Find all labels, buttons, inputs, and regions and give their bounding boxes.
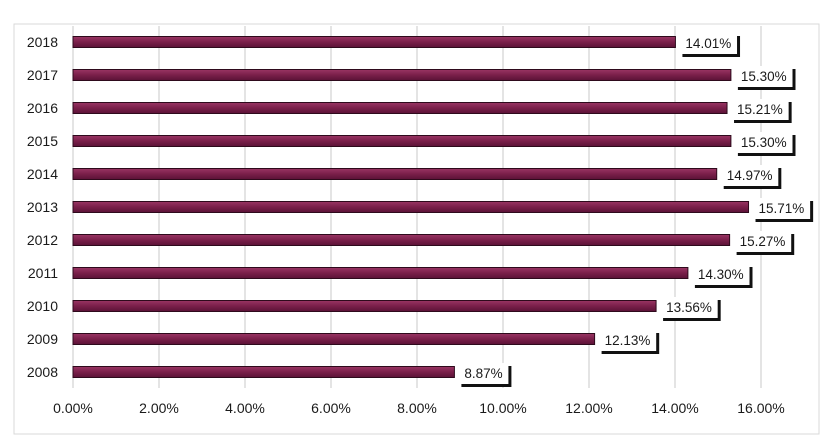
data-label-box — [720, 165, 779, 186]
bar — [72, 102, 728, 114]
data-label: 13.56% — [666, 300, 712, 315]
x-tick-label: 6.00% — [311, 400, 351, 416]
x-tick-label: 0.00% — [53, 400, 93, 416]
x-tick-label: 12.00% — [565, 400, 612, 416]
data-labels: 14.01% 15.30% 15.21% 15.30% 14.97% 15.71% 15.2… — [458, 33, 814, 387]
x-tick-label: 16.00% — [737, 400, 784, 416]
plot-border — [13, 23, 820, 435]
data-label-box — [679, 33, 738, 54]
x-tick-label: 8.00% — [397, 400, 437, 416]
bar — [72, 201, 750, 213]
data-label-box — [733, 231, 792, 252]
data-label: 15.71% — [759, 201, 805, 216]
x-tick-label: 2.00% — [139, 400, 179, 416]
data-label-box — [660, 297, 718, 318]
bar — [72, 69, 732, 81]
data-label: 15.27% — [740, 234, 786, 249]
data-label-box — [731, 99, 789, 120]
y-category-label: 2018 — [27, 34, 58, 50]
x-tick-label: 4.00% — [225, 400, 265, 416]
x-tick-label: 10.00% — [479, 400, 526, 416]
bar — [72, 300, 657, 312]
bar — [72, 168, 718, 180]
y-category-label: 2014 — [27, 166, 58, 182]
data-label: 14.01% — [685, 36, 731, 51]
y-category-label: 2015 — [27, 133, 58, 149]
y-category-label: 2012 — [27, 232, 58, 248]
y-category-label: 2017 — [27, 67, 58, 83]
x-tick-label: 14.00% — [651, 400, 698, 416]
data-label: 12.13% — [605, 333, 651, 348]
data-label: 15.21% — [737, 102, 783, 117]
data-label-box — [734, 66, 793, 87]
bar — [72, 267, 689, 279]
data-label: 15.30% — [741, 135, 787, 150]
data-label: 8.87% — [464, 366, 502, 381]
y-category-label: 2009 — [27, 331, 58, 347]
bar — [72, 366, 455, 378]
bar — [72, 333, 596, 345]
y-category-label: 2011 — [28, 265, 58, 281]
x-axis-labels: 0.00% 2.00% 4.00% 6.00% 8.00% 10.00% 12.00% 14.… — [53, 400, 785, 416]
bar — [72, 36, 676, 48]
data-label: 15.30% — [741, 69, 787, 84]
data-label-box — [691, 264, 750, 285]
data-label-box — [458, 363, 509, 384]
bar — [72, 234, 731, 246]
y-category-label: 2013 — [27, 199, 58, 215]
y-category-label: 2010 — [27, 298, 58, 314]
y-category-label: 2016 — [27, 100, 58, 116]
y-axis-labels: 2018 2017 2016 2015 2014 2013 2012 2011 2010 2009… — [27, 34, 58, 380]
data-label-box — [734, 132, 793, 153]
data-label: 14.30% — [698, 267, 744, 282]
data-label-box — [752, 198, 811, 219]
y-category-label: 2008 — [27, 364, 58, 380]
bar-series — [72, 36, 750, 378]
data-label-box — [598, 330, 657, 351]
bar — [72, 135, 732, 147]
data-label: 14.97% — [727, 168, 773, 183]
